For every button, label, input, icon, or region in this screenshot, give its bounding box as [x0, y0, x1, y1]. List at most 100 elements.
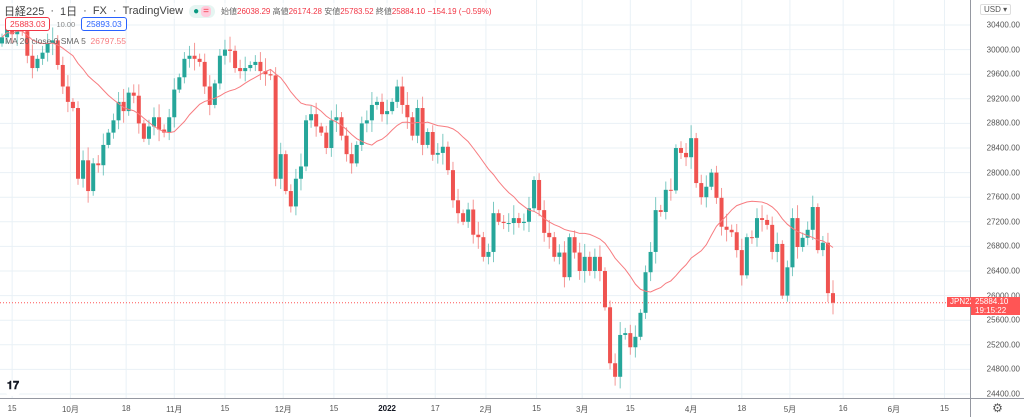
candle-body — [526, 208, 531, 222]
candle-body — [268, 74, 273, 76]
candle-body — [831, 293, 835, 303]
currency-dropdown[interactable]: USD ▾ — [980, 4, 1012, 15]
market-status-pill[interactable]: ● = — [189, 4, 215, 18]
candle-body — [780, 243, 785, 296]
price-tick-label: 29200.00 — [986, 94, 1020, 104]
price-axis[interactable]: 30400.00 30000.00 29600.00 29200.00 28800.00… — [970, 0, 1024, 399]
candle-body — [760, 218, 765, 220]
candle-body — [385, 111, 390, 115]
time-tick-label: 15 — [220, 404, 230, 413]
symbol-title[interactable]: 日経225 — [4, 6, 45, 18]
time-tick-label: 11月 — [166, 405, 183, 414]
candle-body — [293, 178, 298, 207]
time-tick-label: 4月 — [684, 405, 698, 414]
price-tick-label: 25600.00 — [986, 315, 1020, 325]
candle-body — [810, 207, 815, 230]
sell-button[interactable]: 25883.03 — [5, 17, 51, 31]
candle-body — [45, 43, 50, 53]
time-axis[interactable]: 15 10月 18 11月 15 12月 15 2022 17 2月 15 3月 15 4月 18 5月 16 6… — [0, 398, 970, 417]
candle-body — [572, 237, 577, 253]
candle-body — [177, 77, 182, 90]
candle-body — [319, 126, 324, 133]
time-tick-label: 16 — [838, 404, 848, 413]
spread: 10.00 — [56, 19, 76, 29]
candle-body — [96, 163, 101, 166]
time-tick-label: 15 — [625, 404, 635, 413]
time-tick-label: 3月 — [575, 405, 589, 414]
candle-body — [623, 333, 628, 335]
price-tick-label: 26400.00 — [986, 266, 1020, 276]
candle-body — [233, 50, 238, 69]
candle-body — [70, 101, 75, 109]
candle-body — [668, 189, 673, 191]
candle-body — [207, 86, 212, 105]
candle-body — [263, 71, 268, 75]
candle-body — [562, 252, 567, 278]
candle-body — [496, 213, 501, 222]
candle-body — [765, 219, 770, 225]
candle-body — [374, 101, 379, 105]
indicator-legend[interactable]: MA 20 close 0 SMA 5 26797.55 — [5, 36, 126, 46]
candle-body — [648, 251, 653, 273]
candle-body — [638, 312, 643, 337]
candle-body — [10, 28, 15, 35]
candle-body — [618, 334, 623, 377]
candle-body — [694, 138, 699, 184]
tradingview-logo[interactable]: 𝟏𝟕 — [4, 380, 22, 396]
interval[interactable]: 1日 — [60, 6, 78, 18]
candle-body — [136, 95, 141, 124]
equals-icon: = — [201, 5, 211, 17]
chart-header: 日経225 · 1日 · FX · TradingView ● = 始値26038.29… — [4, 3, 492, 19]
time-tick-label: 15 — [329, 404, 339, 413]
candle-body — [602, 271, 607, 308]
candle-body — [152, 117, 157, 127]
candle-body — [253, 61, 258, 65]
candle-body — [334, 117, 339, 121]
time-tick-label: 18 — [737, 404, 747, 413]
candle-body — [537, 179, 542, 211]
candle-body — [481, 237, 486, 257]
candle-body — [400, 86, 405, 105]
candle-body — [405, 104, 410, 118]
candle-body — [55, 40, 60, 65]
candle-body — [369, 104, 374, 121]
candle-body — [790, 218, 795, 268]
candle-body — [258, 61, 263, 72]
candle-body — [91, 163, 96, 192]
candle-body — [486, 251, 491, 257]
candle-body — [192, 55, 197, 59]
candle-body — [60, 64, 65, 87]
buy-button[interactable]: 25893.03 — [81, 17, 127, 31]
price-tick-label: 30400.00 — [986, 20, 1020, 30]
candle-body — [430, 132, 435, 155]
price-chart[interactable] — [0, 0, 970, 398]
candle-body — [228, 49, 233, 51]
candle-body — [248, 64, 253, 69]
candle-body — [653, 210, 658, 252]
candle-body — [217, 55, 222, 84]
candle-body — [141, 123, 146, 139]
candle-body — [739, 250, 744, 276]
candle-body — [582, 256, 587, 271]
candle-body — [146, 126, 151, 139]
candle-body — [516, 218, 521, 224]
candle-body — [643, 272, 648, 313]
price-tick-label: 30000.00 — [986, 45, 1020, 55]
candle-body — [380, 101, 385, 115]
candle-body — [476, 234, 481, 238]
candle-body — [81, 160, 86, 179]
time-tick-label: 2月 — [479, 405, 493, 414]
price-tick-label: 29600.00 — [986, 69, 1020, 79]
candle-body — [243, 68, 248, 72]
settings-gear-icon[interactable]: ⚙ — [970, 398, 1024, 417]
candle-body — [775, 243, 780, 252]
candle-body — [298, 166, 303, 179]
price-tick-label: 27200.00 — [986, 217, 1020, 227]
candle-body — [197, 58, 202, 62]
time-tick-label: 18 — [121, 404, 131, 413]
candle-body — [309, 114, 314, 121]
candle-body — [795, 218, 800, 248]
candle-body — [440, 146, 445, 153]
candle-body — [815, 207, 820, 251]
candle-body — [744, 237, 749, 276]
